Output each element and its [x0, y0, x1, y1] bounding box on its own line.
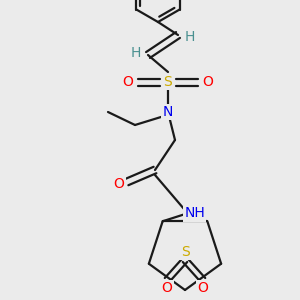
- Text: O: O: [202, 75, 213, 89]
- Text: N: N: [163, 105, 173, 119]
- Text: NH: NH: [184, 206, 205, 220]
- Text: O: O: [123, 75, 134, 89]
- Text: O: O: [198, 281, 208, 295]
- Text: H: H: [185, 30, 195, 44]
- Text: O: O: [162, 281, 172, 295]
- Text: H: H: [131, 46, 141, 60]
- Text: S: S: [164, 75, 172, 89]
- Text: S: S: [181, 245, 189, 259]
- Text: O: O: [114, 177, 124, 191]
